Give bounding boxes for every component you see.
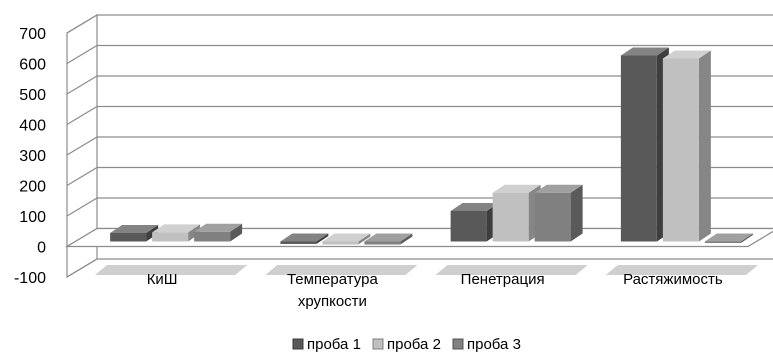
bar-front: [152, 232, 189, 242]
bar-side: [740, 233, 753, 244]
bar: [450, 203, 499, 242]
category-plate: [435, 265, 588, 275]
gridline: [66, 258, 773, 278]
bar: [280, 233, 329, 244]
bar-top: [492, 184, 541, 193]
bar-side: [570, 184, 583, 242]
legend-item: проба 1: [292, 336, 361, 353]
bar: [534, 184, 583, 242]
bar-side: [230, 223, 243, 242]
category-label: Растяжимость: [623, 271, 723, 288]
bar: [364, 233, 413, 245]
gridline: [66, 105, 773, 126]
bar-front: [534, 192, 571, 242]
legend-item: проба 2: [372, 336, 441, 353]
category-label: Температура хрупкости: [287, 271, 379, 310]
y-tick-label: 600: [19, 57, 46, 74]
legend: проба 1 проба 2 проба 3: [292, 336, 521, 353]
legend-swatch: [372, 338, 384, 350]
gridline: [66, 14, 773, 34]
category-label: Пенетрация: [461, 271, 545, 288]
bar-top: [110, 224, 159, 233]
bar-front: [194, 231, 231, 242]
bar-top: [534, 184, 583, 193]
legend-label: проба 2: [387, 336, 441, 353]
bar-side: [316, 233, 329, 244]
bar-front: [492, 192, 529, 242]
bar-top: [662, 50, 711, 59]
y-axis: -100 0 100 200 300 400 500 600 700: [14, 26, 46, 287]
bar: [194, 223, 243, 242]
bar: [322, 233, 371, 245]
bar: [704, 233, 753, 244]
y-tick-label: 0: [37, 240, 46, 257]
bar: [620, 47, 669, 242]
bar: [492, 184, 541, 242]
bar-top: [194, 223, 243, 232]
y-tick-label: 400: [19, 118, 46, 135]
gridline: [66, 136, 773, 156]
bar-side: [698, 50, 711, 242]
y-tick-label: 100: [19, 209, 46, 226]
bar-front: [110, 232, 147, 242]
y-tick-label: 700: [19, 26, 46, 43]
bar-side: [358, 233, 371, 245]
chart-floor: [64, 227, 773, 275]
bar-top: [704, 233, 753, 242]
legend-swatch: [452, 338, 464, 350]
legend-swatch: [292, 338, 304, 350]
legend-label: проба 1: [307, 336, 361, 353]
bar-front: [620, 55, 657, 242]
bar-front: [280, 241, 317, 244]
gridline: [66, 75, 773, 95]
bar-top: [152, 224, 201, 233]
bar-front: [662, 58, 699, 242]
bar: [662, 50, 711, 242]
category-plate: [605, 265, 758, 275]
bar-top: [620, 47, 669, 56]
bars: [110, 47, 753, 245]
bar-top: [280, 233, 329, 242]
bar-top: [450, 203, 499, 211]
bar-front: [450, 211, 487, 242]
category-plate: [95, 265, 248, 275]
legend-item: проба 3: [452, 336, 521, 353]
bar-front: [322, 241, 359, 245]
y-tick-label: 200: [19, 179, 46, 196]
bar-front: [704, 241, 741, 244]
bar-top: [364, 233, 413, 242]
y-tick-label: 300: [19, 148, 46, 165]
bar-front: [364, 241, 401, 245]
x-axis: КиШ Температура хрупкости Пенетрация Растяжи…: [147, 271, 723, 310]
bar-side: [400, 233, 413, 245]
bar-top: [322, 233, 371, 242]
legend-label: проба 3: [467, 336, 521, 353]
category-label: КиШ: [147, 271, 178, 288]
gridline: [66, 166, 773, 187]
category-plate: [265, 265, 418, 275]
floor-plane: [64, 227, 773, 248]
gridline: [66, 44, 773, 65]
y-tick-label: 500: [19, 87, 46, 104]
y-tick-label: -100: [14, 270, 46, 287]
